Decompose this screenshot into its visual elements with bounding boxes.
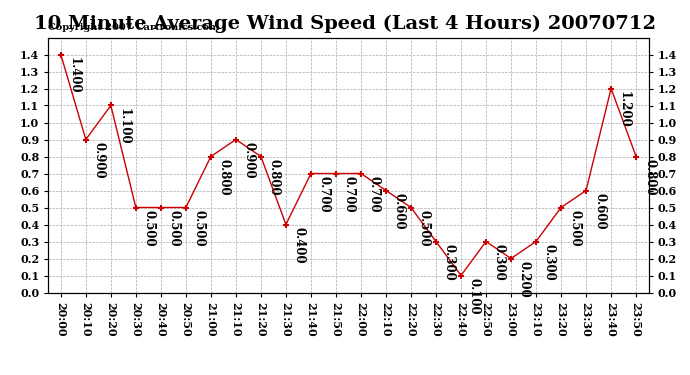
Text: 0.600: 0.600 bbox=[393, 193, 406, 230]
Text: 0.700: 0.700 bbox=[318, 176, 331, 213]
Text: 10 Minute Average Wind Speed (Last 4 Hours) 20070712: 10 Minute Average Wind Speed (Last 4 Hou… bbox=[34, 15, 656, 33]
Text: 0.800: 0.800 bbox=[268, 159, 281, 196]
Text: 1.400: 1.400 bbox=[68, 57, 81, 94]
Text: 0.200: 0.200 bbox=[518, 261, 531, 298]
Text: 0.500: 0.500 bbox=[418, 210, 431, 247]
Text: 0.500: 0.500 bbox=[168, 210, 181, 247]
Text: 1.200: 1.200 bbox=[618, 91, 631, 128]
Text: 0.800: 0.800 bbox=[643, 159, 656, 196]
Text: 0.900: 0.900 bbox=[92, 142, 106, 179]
Text: 0.300: 0.300 bbox=[443, 244, 456, 281]
Text: 0.700: 0.700 bbox=[368, 176, 381, 213]
Text: 1.100: 1.100 bbox=[118, 108, 131, 145]
Text: 0.400: 0.400 bbox=[293, 227, 306, 264]
Text: 0.700: 0.700 bbox=[343, 176, 356, 213]
Text: 0.500: 0.500 bbox=[193, 210, 206, 247]
Text: 0.800: 0.800 bbox=[218, 159, 231, 196]
Text: 0.300: 0.300 bbox=[543, 244, 556, 281]
Text: 0.500: 0.500 bbox=[568, 210, 581, 247]
Text: 0.300: 0.300 bbox=[493, 244, 506, 281]
Text: 0.100: 0.100 bbox=[468, 278, 481, 315]
Text: 0.500: 0.500 bbox=[143, 210, 156, 247]
Text: Copyright 2007 Cartronics.com: Copyright 2007 Cartronics.com bbox=[48, 23, 219, 32]
Text: 0.900: 0.900 bbox=[243, 142, 256, 179]
Text: 0.600: 0.600 bbox=[593, 193, 606, 230]
